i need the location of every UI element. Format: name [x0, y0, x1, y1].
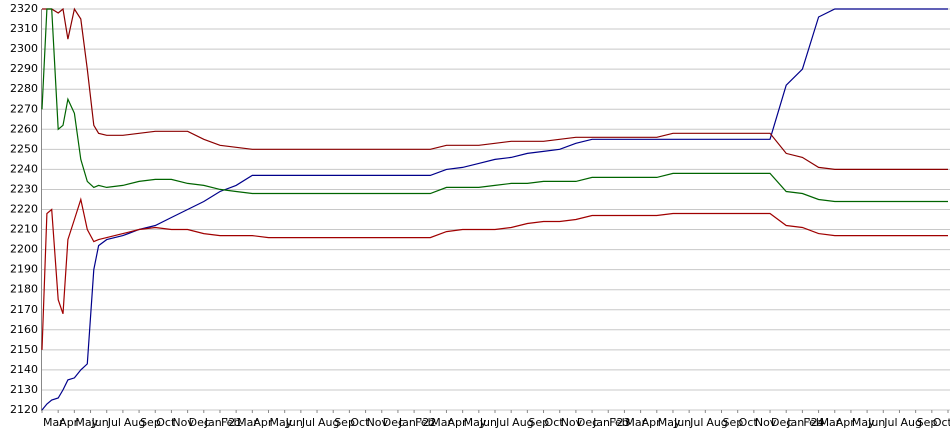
x-tick-label: Jun [285, 416, 303, 429]
y-tick-label: 2280 [10, 82, 38, 95]
x-tick-label: Aug [706, 416, 727, 429]
x-tick-label: Jun [673, 416, 691, 429]
y-tick-label: 2240 [10, 162, 38, 175]
y-tick-label: 2210 [10, 223, 38, 236]
x-tick-label: Sep [528, 416, 549, 429]
x-tick-label: Jul [495, 416, 509, 429]
y-tick-label: 2120 [10, 403, 38, 416]
x-tick-label: Dec [189, 416, 210, 429]
y-tick-label: 2270 [10, 102, 38, 115]
x-tick-label: Sep [140, 416, 161, 429]
x-tick-label: Aug [124, 416, 145, 429]
y-tick-label: 2130 [10, 383, 38, 396]
x-tick-label: Feb [609, 416, 628, 429]
y-tick-label: 2260 [10, 122, 38, 135]
y-tick-label: 2290 [10, 62, 38, 75]
series-line [41, 8, 948, 203]
x-tick-label: Aug [318, 416, 339, 429]
y-tick-label: 2150 [10, 343, 38, 356]
x-tick-label: Nov [367, 416, 389, 429]
x-tick-label: Apr [59, 416, 79, 429]
y-tick-label: 2230 [10, 182, 38, 195]
x-tick-label: Apr [253, 416, 273, 429]
x-tick-label: Apr [447, 416, 467, 429]
x-tick-label: Oct [545, 416, 565, 429]
x-tick-label: Nov [561, 416, 583, 429]
x-tick-label: Sep [334, 416, 355, 429]
x-tick-label: Feb [803, 416, 822, 429]
x-tick-label: Jan '23 [592, 416, 630, 429]
x-tick-label: Jun [867, 416, 885, 429]
x-tick-label: Jul [301, 416, 315, 429]
x-tick-label: Apr [836, 416, 856, 429]
x-tick-label: Oct [350, 416, 370, 429]
x-tick-label: Jul [107, 416, 121, 429]
x-tick-label: Sep [723, 416, 744, 429]
x-tick-label: Jul [883, 416, 897, 429]
x-tick-label: Dec [577, 416, 598, 429]
y-tick-label: 2160 [10, 323, 38, 336]
y-tick-label: 2170 [10, 303, 38, 316]
x-tick-label: Mar [820, 416, 841, 429]
x-tick-label: Mar [237, 416, 258, 429]
x-tick-label: May [270, 416, 293, 429]
y-tick-label: 2220 [10, 203, 38, 216]
x-tick-label: Mar [625, 416, 646, 429]
series-line [41, 197, 948, 350]
x-tick-label: Mar [431, 416, 452, 429]
x-tick-label: Feb [415, 416, 434, 429]
y-tick-label: 2140 [10, 363, 38, 376]
x-tick-label: Dec [771, 416, 792, 429]
y-tick-label: 2180 [10, 283, 38, 296]
y-tick-label: 2310 [10, 22, 38, 35]
x-tick-label: Oct [739, 416, 759, 429]
x-tick-label: Oct [933, 416, 950, 429]
x-tick-label: Nov [755, 416, 777, 429]
y-tick-label: 2190 [10, 263, 38, 276]
x-tick-label: Jan '24 [786, 416, 824, 429]
y-tick-label: 2320 [10, 2, 38, 15]
x-tick-label: May [75, 416, 98, 429]
x-tick-label: Jan '21 [204, 416, 242, 429]
y-tick-label: 2300 [10, 42, 38, 55]
x-tick-label: Jan '22 [398, 416, 436, 429]
x-tick-label: Jun [91, 416, 109, 429]
y-tick-label: 2200 [10, 243, 38, 256]
x-tick-label: Aug [512, 416, 533, 429]
x-tick-label: Dec [383, 416, 404, 429]
x-tick-label: May [852, 416, 875, 429]
x-tick-label: Oct [156, 416, 176, 429]
series-line [42, 7, 948, 170]
x-tick-label: May [464, 416, 487, 429]
y-tick-label: 2250 [10, 142, 38, 155]
x-tick-label: Feb [221, 416, 240, 429]
x-tick-label: Jul [689, 416, 703, 429]
x-tick-label: Nov [172, 416, 194, 429]
x-tick-label: Aug [900, 416, 921, 429]
x-tick-label: Mar [43, 416, 64, 429]
series-line [41, 8, 948, 411]
x-tick-label: Apr [642, 416, 662, 429]
x-tick-label: Sep [917, 416, 938, 429]
x-tick-label: May [658, 416, 681, 429]
x-tick-label: Jun [479, 416, 497, 429]
